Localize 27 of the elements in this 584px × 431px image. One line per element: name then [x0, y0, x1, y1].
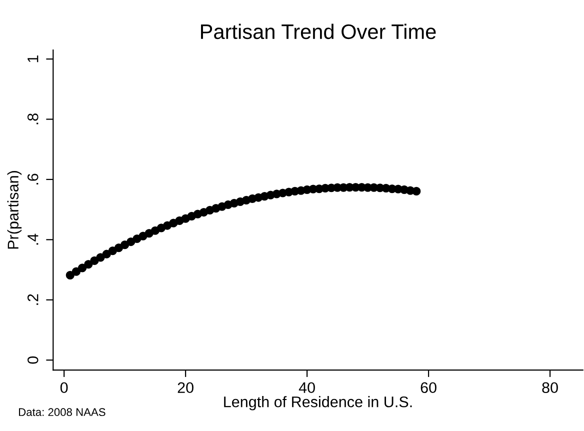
point — [66, 270, 74, 280]
x-tick-label: 20 — [178, 382, 194, 394]
y-tick-label: .6 — [28, 174, 38, 184]
x-tick-label: 40 — [298, 382, 315, 394]
chart-title: Partisan Trend Over Time — [201, 24, 436, 40]
point — [78, 264, 87, 272]
point — [412, 186, 421, 196]
x-tick-label: 60 — [420, 382, 436, 394]
text: Data: 2008 NAAS — [19, 408, 106, 416]
y-axis-title: Pr(partisan) — [7, 171, 22, 249]
x-tick-label: 80 — [542, 382, 558, 394]
point — [102, 250, 111, 258]
y-tick-label: .4 — [28, 234, 38, 245]
point — [126, 237, 136, 246]
x-axis-title: Length of Residence in U.S. — [224, 396, 412, 410]
point — [108, 246, 117, 256]
y-tick-label: .8 — [28, 114, 38, 124]
point — [96, 253, 105, 262]
y-tick-label: 1 — [28, 56, 38, 62]
y-tick-label: .2 — [28, 294, 38, 305]
point — [90, 256, 99, 266]
y-tick-label: 0 — [28, 356, 38, 364]
point — [120, 240, 130, 250]
point — [114, 243, 124, 252]
x-tick-label: 0 — [60, 382, 68, 394]
point — [72, 267, 81, 276]
point — [84, 260, 93, 269]
